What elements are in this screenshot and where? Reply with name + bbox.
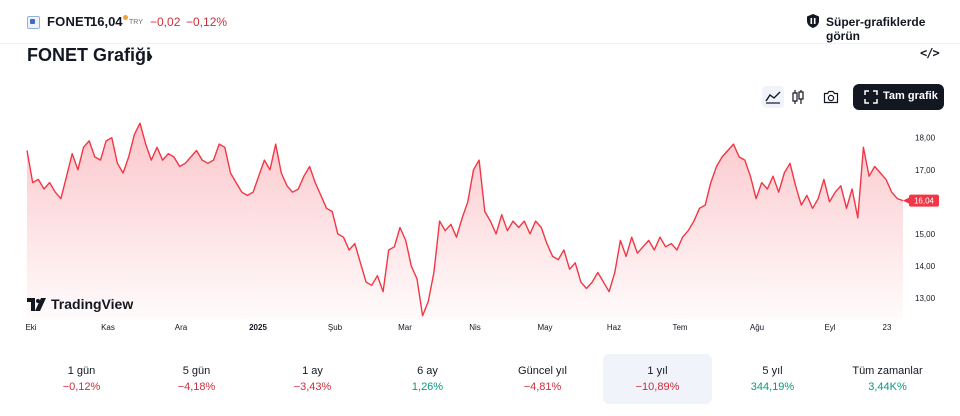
- fullscreen-chart-button[interactable]: Tam grafik: [853, 84, 944, 110]
- x-axis-tick-label: Haz: [607, 323, 621, 332]
- range-label: 1 yıl: [647, 365, 668, 377]
- x-axis-tick-label: Şub: [328, 323, 343, 332]
- range-5[interactable]: 1 yıl −10,89%: [603, 354, 712, 404]
- range-4[interactable]: Güncel yıl −4,81%: [488, 354, 597, 404]
- supercharts-link[interactable]: Süper-grafiklerde görün: [826, 15, 926, 43]
- range-2[interactable]: 1 ay −3,43%: [258, 354, 367, 404]
- range-0[interactable]: 1 gün −0,12%: [27, 354, 136, 404]
- symbol-price: 16,04: [90, 14, 123, 29]
- camera-icon: [823, 90, 839, 104]
- area-chart-button[interactable]: [762, 86, 784, 108]
- performance-ranges: 1 gün −0,12% 5 gün −4,18% 1 ay −3,43% 6 ay 1,26…: [0, 354, 960, 404]
- range-change: −4,18%: [177, 381, 216, 393]
- shield-icon[interactable]: [805, 13, 821, 29]
- x-axis-tick-label: Mar: [398, 323, 412, 332]
- chevron-right-icon[interactable]: ›: [147, 46, 153, 66]
- range-7[interactable]: Tüm zamanlar 3,44K%: [833, 354, 942, 404]
- tradingview-logo-icon[interactable]: TradingView: [27, 296, 133, 312]
- code-icon[interactable]: </>: [920, 46, 940, 60]
- snapshot-button[interactable]: [820, 86, 842, 108]
- y-axis-tick-label: 14,00: [915, 262, 936, 271]
- price-change: −0,02: [150, 15, 181, 29]
- range-change: −0,12%: [62, 381, 101, 393]
- y-axis-tick-label: 17,00: [915, 166, 936, 175]
- range-label: 1 gün: [67, 365, 96, 377]
- symbol-name[interactable]: FONET: [47, 14, 93, 29]
- range-change: −10,89%: [635, 381, 680, 393]
- x-axis-tick-label: Kas: [101, 323, 115, 332]
- price-line: [26, 122, 904, 317]
- symbol-logo-icon[interactable]: [27, 16, 40, 29]
- last-price-badge: 16,04: [903, 194, 939, 207]
- range-change: −4,81%: [523, 381, 562, 393]
- symbol-currency: TRY: [129, 19, 143, 26]
- range-label: 5 yıl: [762, 365, 783, 377]
- range-label: 6 ay: [417, 365, 438, 377]
- x-axis-tick-label: Tem: [672, 323, 687, 332]
- range-1[interactable]: 5 gün −4,18%: [142, 354, 251, 404]
- x-axis-tick-label: Ara: [175, 323, 188, 332]
- price-change-percent: −0,12%: [186, 15, 228, 29]
- fullscreen-label: Tam grafik: [883, 90, 938, 102]
- market-status-icon: [123, 15, 128, 20]
- x-axis-tick-label: 23: [883, 323, 892, 332]
- x-axis-tick-label: Nis: [469, 323, 481, 332]
- range-label: Tüm zamanlar: [852, 365, 923, 377]
- y-axis-tick-label: 15,00: [915, 230, 936, 239]
- tradingview-brand-text: TradingView: [51, 296, 133, 312]
- symbol-header: FONET 16,04 TRY −0,02 −0,12% Süper-grafi…: [0, 0, 960, 44]
- x-axis-tick-label: Eki: [25, 323, 36, 332]
- x-axis-tick-label: 2025: [249, 323, 267, 332]
- range-change: 1,26%: [411, 381, 444, 393]
- range-change: 344,19%: [750, 381, 795, 393]
- fullscreen-icon: [864, 90, 878, 104]
- last-price-pointer: [903, 197, 909, 204]
- chart-title-link[interactable]: FONET Grafiği: [27, 45, 152, 65]
- range-change: 3,44K%: [868, 381, 907, 393]
- candlestick-icon: [792, 90, 804, 104]
- candlestick-button[interactable]: [787, 86, 809, 108]
- range-6[interactable]: 5 yıl 344,19%: [718, 354, 827, 404]
- last-price-label: 16,04: [914, 197, 935, 206]
- range-label: 5 gün: [182, 365, 211, 377]
- price-area-fill: [27, 123, 903, 319]
- range-label: 1 ay: [302, 365, 323, 377]
- range-3[interactable]: 6 ay 1,26%: [373, 354, 482, 404]
- range-change: −3,43%: [293, 381, 332, 393]
- x-axis-tick-label: May: [537, 323, 552, 332]
- area-chart-icon: [765, 91, 781, 104]
- x-axis-tick-label: Eyl: [824, 323, 835, 332]
- x-axis-tick-label: Ağu: [750, 323, 764, 332]
- range-label: Güncel yıl: [518, 365, 567, 377]
- y-axis-tick-label: 13,00: [915, 294, 936, 303]
- y-axis-tick-label: 18,00: [915, 134, 936, 143]
